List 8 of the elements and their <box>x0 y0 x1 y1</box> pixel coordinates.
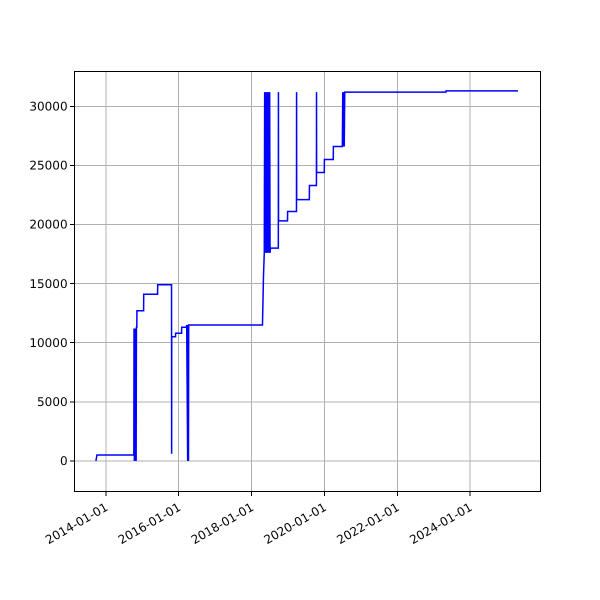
y-tick-label: 0 <box>60 454 68 468</box>
y-tick-label: 5000 <box>37 394 68 409</box>
y-tick-label: 25000 <box>29 158 68 173</box>
y-tick-label: 10000 <box>29 336 68 350</box>
y-tick-label: 20000 <box>29 218 68 232</box>
y-tick-label: 30000 <box>29 99 68 114</box>
y-tick-label: 15000 <box>29 276 68 291</box>
line-series <box>95 90 519 462</box>
